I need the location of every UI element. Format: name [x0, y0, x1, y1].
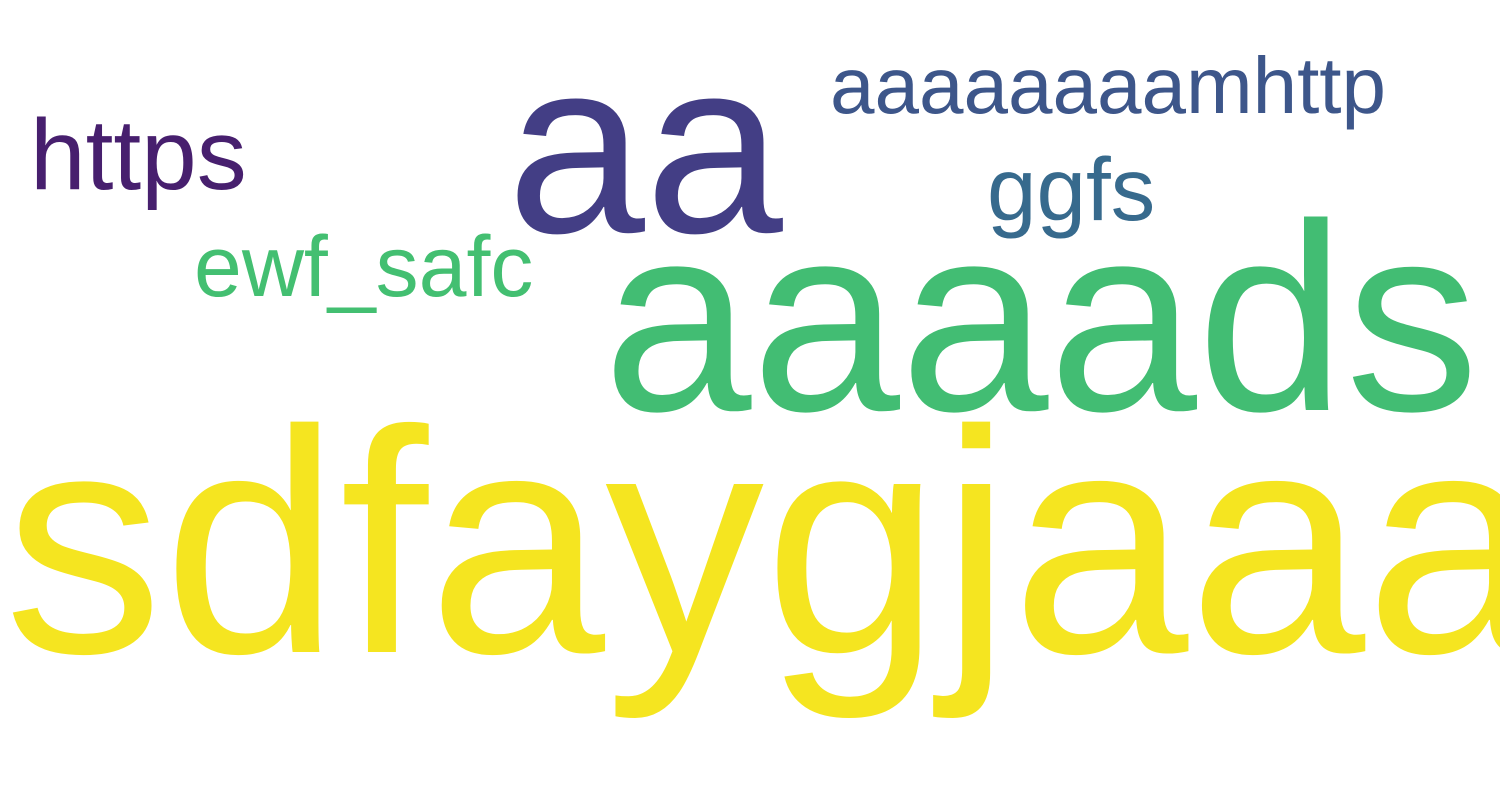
- word-https: https: [30, 99, 247, 211]
- word-sdfaygjaaa: sdfaygjaaa: [4, 365, 1500, 720]
- word-ggfs: ggfs: [987, 139, 1156, 239]
- word-ewf-safc: ewf_safc: [194, 219, 534, 315]
- word-aa: aa: [507, 7, 783, 285]
- word-aaaads: aaaads: [603, 168, 1479, 467]
- word-aaaaaaaamhttp: aaaaaaaamhttp: [830, 41, 1387, 130]
